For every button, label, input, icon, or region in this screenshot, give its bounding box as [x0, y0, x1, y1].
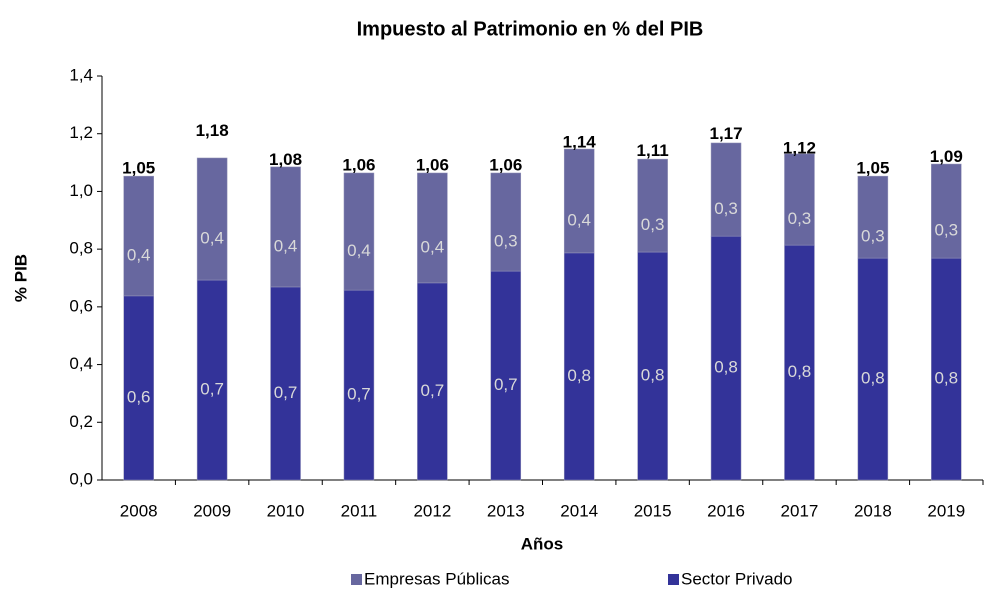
- legend-swatch: [351, 574, 362, 585]
- legend-label: Empresas Públicas: [364, 569, 510, 588]
- x-tick-label: 2008: [120, 501, 158, 520]
- x-tick-label: 2010: [267, 501, 305, 520]
- total-label: 1,09: [930, 147, 963, 166]
- value-label: 0,4: [200, 228, 224, 247]
- bar-segment: [123, 175, 154, 297]
- y-tick-label: 1,0: [69, 181, 93, 200]
- bar-segment: [637, 251, 668, 481]
- value-label: 0,8: [567, 366, 591, 385]
- bar-segment: [784, 153, 815, 246]
- y-tick-label: 0,4: [69, 354, 93, 373]
- bar-segment: [196, 279, 228, 481]
- bar-segment: [343, 289, 375, 481]
- y-tick-label: 1,2: [69, 123, 93, 142]
- bar-segment: [417, 282, 448, 481]
- x-tick-label: 2017: [781, 501, 819, 520]
- value-label: 0,7: [274, 383, 298, 402]
- value-label: 0,3: [641, 215, 665, 234]
- value-label: 0,3: [788, 209, 812, 228]
- legend-label: Sector Privado: [681, 569, 793, 588]
- x-tick-label: 2014: [560, 501, 598, 520]
- value-label: 0,4: [567, 210, 591, 229]
- y-tick-label: 0,8: [69, 239, 93, 258]
- x-tick-label: 2018: [854, 501, 892, 520]
- total-label: 1,05: [122, 158, 155, 177]
- value-label: 0,3: [714, 199, 738, 218]
- bar-segment: [490, 270, 522, 481]
- total-label: 1,06: [416, 156, 449, 175]
- bar-segment: [857, 175, 889, 259]
- value-label: 0,8: [934, 369, 958, 388]
- value-label: 0,4: [347, 241, 371, 260]
- value-label: 0,3: [861, 227, 885, 246]
- x-tick-label: 2011: [341, 501, 378, 520]
- total-label: 1,06: [342, 156, 375, 175]
- total-label: 1,11: [637, 141, 669, 160]
- y-axis-label: % PIB: [11, 254, 30, 302]
- bar-segment: [490, 172, 522, 272]
- x-tick-label: 2015: [634, 501, 672, 520]
- value-label: 0,6: [127, 387, 151, 406]
- total-label: 1,18: [196, 121, 229, 140]
- x-tick-label: 2012: [413, 501, 451, 520]
- bar-segment: [123, 295, 154, 481]
- x-tick-label: 2013: [487, 501, 525, 520]
- total-label: 1,17: [709, 124, 742, 143]
- value-label: 0,7: [494, 375, 518, 394]
- x-tick-label: 2009: [193, 501, 231, 520]
- value-label: 0,8: [641, 365, 665, 384]
- bar-segment: [637, 158, 668, 253]
- bar-segment: [931, 163, 962, 259]
- value-label: 0,8: [788, 362, 812, 381]
- value-label: 0,4: [421, 237, 445, 256]
- value-label: 0,7: [200, 379, 224, 398]
- y-tick-label: 0,0: [69, 469, 93, 488]
- bar-segment: [710, 142, 742, 237]
- legend-swatch: [668, 574, 679, 585]
- total-label: 1,08: [269, 150, 302, 169]
- total-label: 1,06: [489, 156, 522, 175]
- total-label: 1,14: [563, 133, 597, 152]
- total-label: 1,12: [783, 138, 816, 157]
- value-label: 0,8: [861, 369, 885, 388]
- y-tick-label: 0,2: [69, 412, 93, 431]
- bar-segment: [417, 172, 448, 284]
- bar-segment: [563, 148, 595, 254]
- bar-segment: [931, 257, 962, 481]
- y-tick-label: 0,6: [69, 296, 93, 315]
- value-label: 0,4: [127, 245, 151, 264]
- x-tick-label: 2016: [707, 501, 745, 520]
- x-axis-label: Años: [521, 534, 564, 553]
- chart-title: Impuesto al Patrimonio en % del PIB: [357, 18, 704, 40]
- value-label: 0,7: [347, 385, 371, 404]
- bar-segment: [270, 166, 301, 288]
- value-label: 0,4: [274, 236, 298, 255]
- x-tick-label: 2019: [927, 501, 965, 520]
- y-tick-label: 1,4: [69, 65, 93, 84]
- bar-segment: [270, 286, 301, 481]
- bar-segment: [343, 172, 375, 291]
- value-label: 0,7: [421, 381, 445, 400]
- value-label: 0,3: [494, 232, 518, 251]
- bar-segment: [196, 157, 228, 281]
- bar-segment: [710, 235, 742, 481]
- value-label: 0,8: [714, 358, 738, 377]
- total-label: 1,05: [856, 158, 889, 177]
- value-label: 0,3: [934, 221, 958, 240]
- bar-segment: [784, 244, 815, 481]
